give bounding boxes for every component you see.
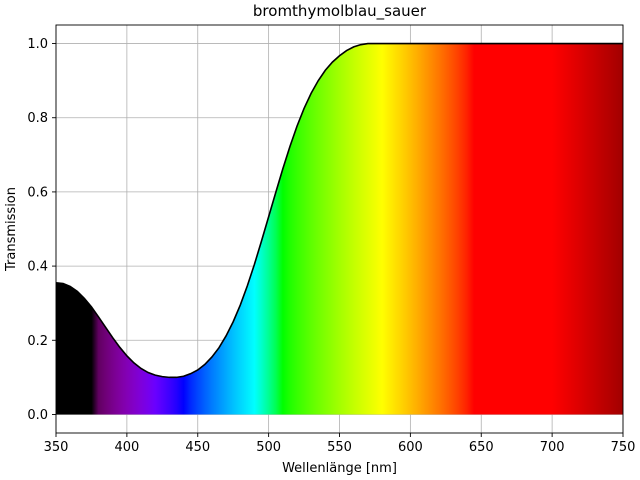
y-tick-label: 1.0 [27, 37, 48, 52]
x-tick-label: 750 [611, 440, 636, 455]
x-tick-label: 350 [44, 440, 69, 455]
y-axis-label: Transmission [4, 187, 19, 272]
x-tick-label: 700 [540, 440, 565, 455]
x-tick-label: 650 [469, 440, 494, 455]
chart-title: bromthymolblau_sauer [253, 2, 427, 21]
y-tick-label: 0.2 [27, 334, 48, 349]
x-tick-label: 550 [327, 440, 352, 455]
transmission-curve [55, 42, 623, 379]
y-tick-label: 0.0 [27, 408, 48, 423]
x-tick-label: 400 [114, 440, 139, 455]
x-axis-label: Wellenlänge [nm] [282, 461, 397, 476]
x-tick-label: 450 [185, 440, 210, 455]
y-tick-label: 0.6 [27, 185, 48, 200]
spectrum-fill-area [56, 43, 623, 415]
x-tick-label: 500 [256, 440, 281, 455]
y-tick-label: 0.8 [27, 111, 48, 126]
y-tick-label: 0.4 [27, 260, 48, 275]
x-tick-label: 600 [398, 440, 423, 455]
y-axis-ticks: 0.0 0.2 0.4 0.6 0.8 1.0 [27, 37, 56, 423]
x-axis-ticks: 350 400 450 500 550 600 650 700 750 [44, 433, 636, 455]
